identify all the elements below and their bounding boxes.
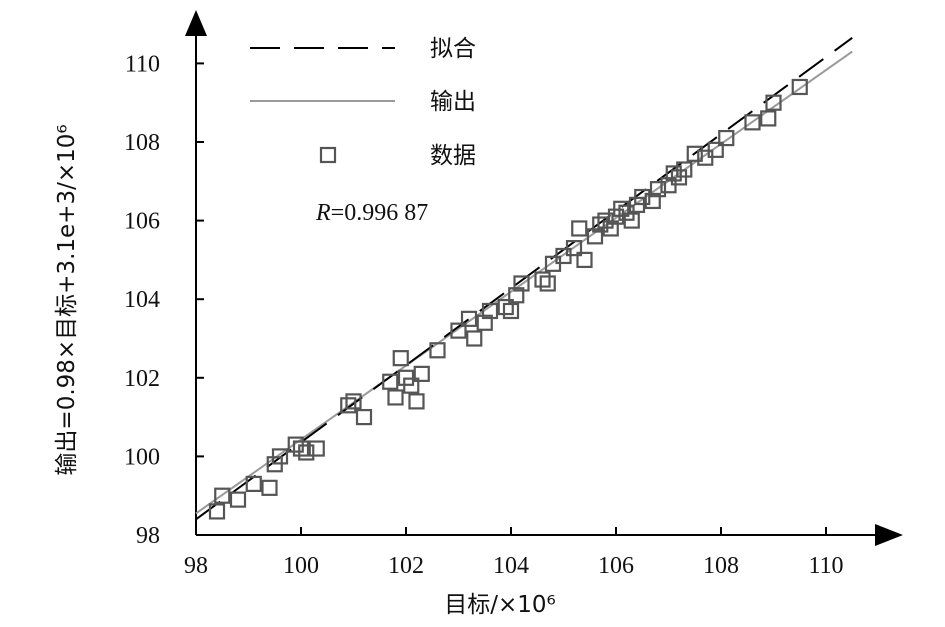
- fit-line: [195, 37, 853, 521]
- series-lines: [195, 37, 853, 521]
- x-tick-label: 102: [388, 553, 424, 579]
- y-tick-label: 98: [136, 523, 160, 549]
- legend-label-fit: 拟合: [430, 36, 476, 62]
- data-point: [460, 310, 478, 327]
- data-point: [634, 188, 651, 206]
- x-axis-arrow: [875, 524, 903, 546]
- data-point: [481, 302, 499, 320]
- x-tick-label: 104: [493, 553, 529, 579]
- data-point: [613, 200, 630, 217]
- legend: 拟合 输出 数据: [250, 36, 476, 169]
- data-point: [340, 397, 357, 414]
- data-point: [392, 350, 409, 367]
- data-point: [586, 228, 604, 245]
- data-point: [649, 181, 667, 198]
- y-tick-label: 100: [124, 444, 160, 470]
- data-point: [271, 448, 289, 465]
- data-point: [760, 110, 777, 127]
- data-point: [355, 409, 373, 426]
- y-tick-label: 106: [124, 209, 160, 235]
- data-point: [214, 487, 231, 504]
- r-annotation-value: =0.996 87: [331, 200, 429, 226]
- data-point: [644, 192, 661, 210]
- y-tick-label: 104: [124, 287, 160, 313]
- y-axis-arrow: [185, 10, 207, 36]
- y-ticks: 98 100 102 104 106 108 110: [124, 51, 204, 549]
- data-point: [476, 314, 493, 331]
- x-tick-label: 98: [184, 553, 208, 579]
- data-point: [686, 145, 703, 162]
- y-tick-label: 108: [124, 130, 160, 156]
- data-point: [298, 444, 315, 461]
- data-point: [429, 342, 446, 359]
- data-point: [497, 298, 514, 316]
- data-point: [534, 271, 551, 288]
- data-point: [592, 216, 609, 233]
- x-tick-label: 106: [598, 553, 634, 579]
- data-point: [744, 114, 761, 131]
- data-point: [665, 165, 682, 182]
- y-axis-label: 输出=0.98×目标+3.1e+3/×10⁶: [54, 124, 80, 475]
- data-point: [466, 330, 483, 347]
- data-point: [450, 322, 467, 339]
- y-tick-label: 102: [124, 366, 160, 392]
- data-point: [623, 212, 640, 229]
- data-point: [765, 94, 782, 111]
- data-point: [791, 78, 808, 96]
- output-line: [195, 50, 853, 515]
- data-point: [508, 287, 525, 304]
- x-ticks: 98 100 102 104 106 108 110: [184, 527, 844, 579]
- data-point: [408, 393, 425, 410]
- x-tick-label: 100: [283, 553, 319, 579]
- data-point: [718, 129, 735, 147]
- data-point: [571, 220, 588, 237]
- data-point: [261, 479, 278, 496]
- data-point: [208, 503, 226, 520]
- data-point: [513, 275, 530, 292]
- x-axis-label: 目标/×10⁶: [444, 592, 556, 618]
- data-point: [565, 240, 583, 257]
- data-point: [502, 302, 520, 320]
- data-point: [292, 440, 310, 457]
- data-point: [707, 141, 724, 158]
- data-point: [413, 365, 430, 382]
- data-point: [229, 491, 247, 508]
- data-point: [382, 373, 399, 390]
- data-point: [676, 161, 693, 178]
- data-point: [539, 275, 556, 292]
- data-point: [576, 251, 593, 268]
- r-annotation-prefix: R: [315, 200, 331, 226]
- legend-label-data: 数据: [430, 143, 476, 169]
- axes: [185, 10, 903, 546]
- data-points: [208, 78, 808, 520]
- x-tick-label: 110: [808, 553, 843, 579]
- data-point: [387, 389, 404, 406]
- data-point: [245, 475, 262, 493]
- data-point: [602, 220, 619, 237]
- y-tick-label: 110: [125, 51, 160, 77]
- x-tick-label: 108: [703, 553, 739, 579]
- legend-swatch-data: [319, 146, 337, 164]
- data-point: [345, 393, 362, 410]
- r-annotation: R=0.996 87: [315, 200, 428, 226]
- data-point: [308, 440, 325, 457]
- legend-label-output: 输出: [430, 89, 476, 115]
- data-point: [403, 377, 420, 394]
